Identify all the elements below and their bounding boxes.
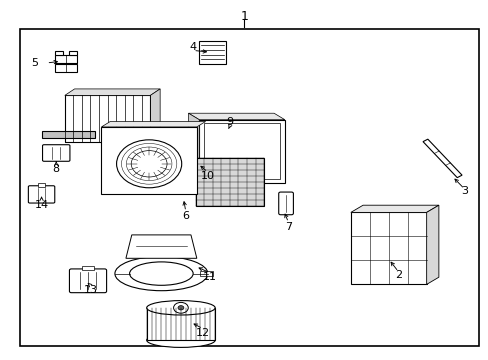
Text: 1: 1 [240,10,248,23]
Polygon shape [188,113,199,183]
Polygon shape [126,235,196,258]
Bar [199,120,284,183]
Polygon shape [150,89,160,142]
Bar [204,123,279,179]
Text: 11: 11 [203,272,217,282]
Ellipse shape [146,301,215,315]
Text: 6: 6 [182,211,189,221]
Polygon shape [422,139,461,177]
Polygon shape [188,113,284,120]
Ellipse shape [115,257,207,291]
Bar [200,271,212,276]
FancyBboxPatch shape [69,269,106,293]
Text: 5: 5 [31,58,38,68]
Polygon shape [64,89,160,95]
Circle shape [173,302,188,313]
Text: 13: 13 [83,285,97,295]
FancyBboxPatch shape [28,186,55,203]
Bar [199,41,225,64]
Bar [102,127,196,194]
Polygon shape [102,122,205,127]
Polygon shape [426,205,438,284]
Bar [20,29,478,346]
Ellipse shape [129,262,193,285]
Text: 10: 10 [201,171,214,181]
Polygon shape [350,205,438,212]
FancyBboxPatch shape [42,145,70,161]
Text: 12: 12 [196,328,209,338]
Text: 2: 2 [394,270,401,280]
Bar [64,95,150,142]
Bar [41,131,95,138]
Text: 3: 3 [460,186,467,196]
Text: 9: 9 [226,117,233,127]
Bar [55,51,62,55]
Circle shape [131,150,167,177]
FancyBboxPatch shape [278,192,293,215]
Bar [195,158,264,206]
Bar [55,55,77,63]
Bar [146,308,215,340]
Bar [38,183,45,187]
Bar [350,212,426,284]
Text: 8: 8 [53,164,60,174]
Bar [69,51,77,55]
Circle shape [178,306,183,310]
Ellipse shape [146,333,215,347]
Text: 4: 4 [189,42,196,52]
Text: 14: 14 [35,200,48,210]
Text: 7: 7 [285,222,291,232]
Bar [55,64,77,72]
Bar [82,266,94,270]
Circle shape [116,140,182,188]
